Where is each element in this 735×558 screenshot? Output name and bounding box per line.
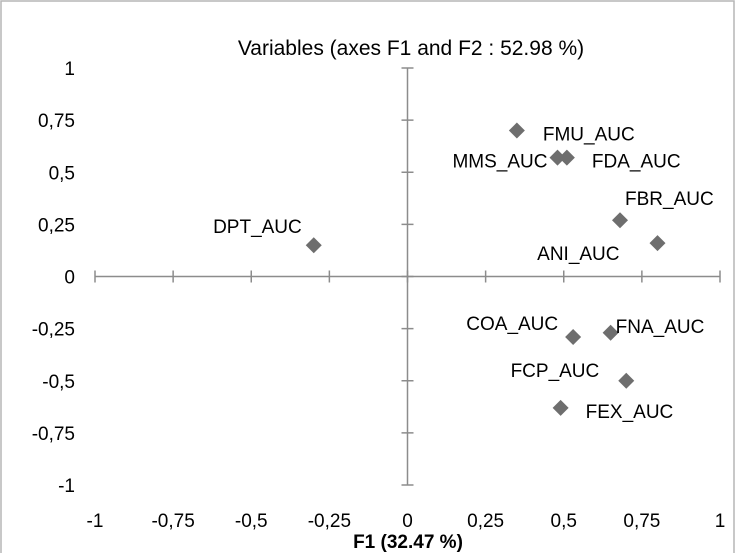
data-point-label: FCP_AUC xyxy=(511,361,600,382)
data-point-marker xyxy=(305,237,322,254)
y-tick-label: -0,75 xyxy=(32,424,75,445)
data-point-label: FEX_AUC xyxy=(586,402,674,423)
data-point-marker xyxy=(558,149,575,166)
y-tick-label: 0,25 xyxy=(38,215,75,236)
x-tick-label: -0,75 xyxy=(151,511,194,532)
data-point-label: MMS_AUC xyxy=(452,152,547,173)
chart-title: Variables (axes F1 and F2 : 52.98 %) xyxy=(238,37,584,60)
x-tick-label: 0,25 xyxy=(467,511,504,532)
y-tick-label: 0,75 xyxy=(38,111,75,132)
data-point-marker xyxy=(565,328,582,345)
x-tick-label: -1 xyxy=(87,511,104,532)
data-point-marker xyxy=(649,235,666,252)
data-point-marker xyxy=(612,212,628,229)
x-tick-label: 0 xyxy=(402,511,413,532)
data-point-label: ANI_AUC xyxy=(537,244,619,265)
data-point-label: DPT_AUC xyxy=(213,217,302,238)
data-point-label: FBR_AUC xyxy=(625,189,714,210)
data-points: FMU_AUC MMS_AUC FDA_AUC FBR_AUC DPT_AUC ANI_A… xyxy=(213,122,714,423)
y-tick-label: 1 xyxy=(64,59,75,80)
y-tick-label: -0,25 xyxy=(32,320,75,341)
x-tick-label: -0,25 xyxy=(308,511,351,532)
x-tick-label: 1 xyxy=(715,511,726,532)
data-point-label: COA_AUC xyxy=(466,314,558,335)
data-point-marker xyxy=(552,399,569,416)
data-point-label: FMU_AUC xyxy=(543,125,635,146)
data-point-marker xyxy=(602,324,619,341)
y-tick-label: 0,5 xyxy=(49,163,75,184)
data-point-marker xyxy=(618,372,635,389)
x-tick-label: 0,5 xyxy=(551,511,577,532)
data-point-label: FNA_AUC xyxy=(616,317,705,338)
y-tick-label: -1 xyxy=(58,476,75,497)
data-point-marker xyxy=(508,122,525,139)
data-point-marker xyxy=(549,149,566,166)
x-tick-label: -0,5 xyxy=(235,511,268,532)
x-axis-title: F1 (32.47 %) xyxy=(353,532,463,553)
y-tick-label: -0,5 xyxy=(42,372,75,393)
x-tick-label: 0,75 xyxy=(623,511,660,532)
y-tick-label: 0 xyxy=(64,268,75,289)
data-point-label: FDA_AUC xyxy=(592,152,681,173)
axes: -1 -0,75 -0,5 -0,25 0 0,25 0,5 0,75 1 1 0,75 0,5 0,2… xyxy=(32,59,726,532)
